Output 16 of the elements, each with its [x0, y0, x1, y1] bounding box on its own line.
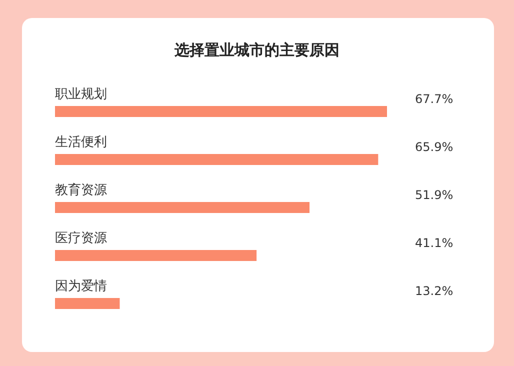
y-tick-label: 教育资源	[55, 182, 107, 198]
bar	[55, 106, 387, 117]
data-label: 51.9%	[415, 188, 454, 202]
chart-title: 选择置业城市的主要原因	[174, 41, 340, 59]
y-tick-label: 职业规划	[55, 87, 107, 102]
bar	[55, 202, 310, 213]
data-label: 13.2%	[415, 284, 454, 298]
y-tick-label: 医疗资源	[55, 231, 107, 246]
bar	[55, 250, 257, 261]
bar	[55, 298, 120, 309]
bar	[55, 154, 378, 165]
y-tick-label: 因为爱情	[55, 279, 107, 294]
data-label: 67.7%	[415, 92, 454, 106]
y-tick-label: 生活便利	[55, 135, 107, 150]
data-label: 65.9%	[415, 140, 454, 154]
data-label: 41.1%	[415, 236, 454, 250]
